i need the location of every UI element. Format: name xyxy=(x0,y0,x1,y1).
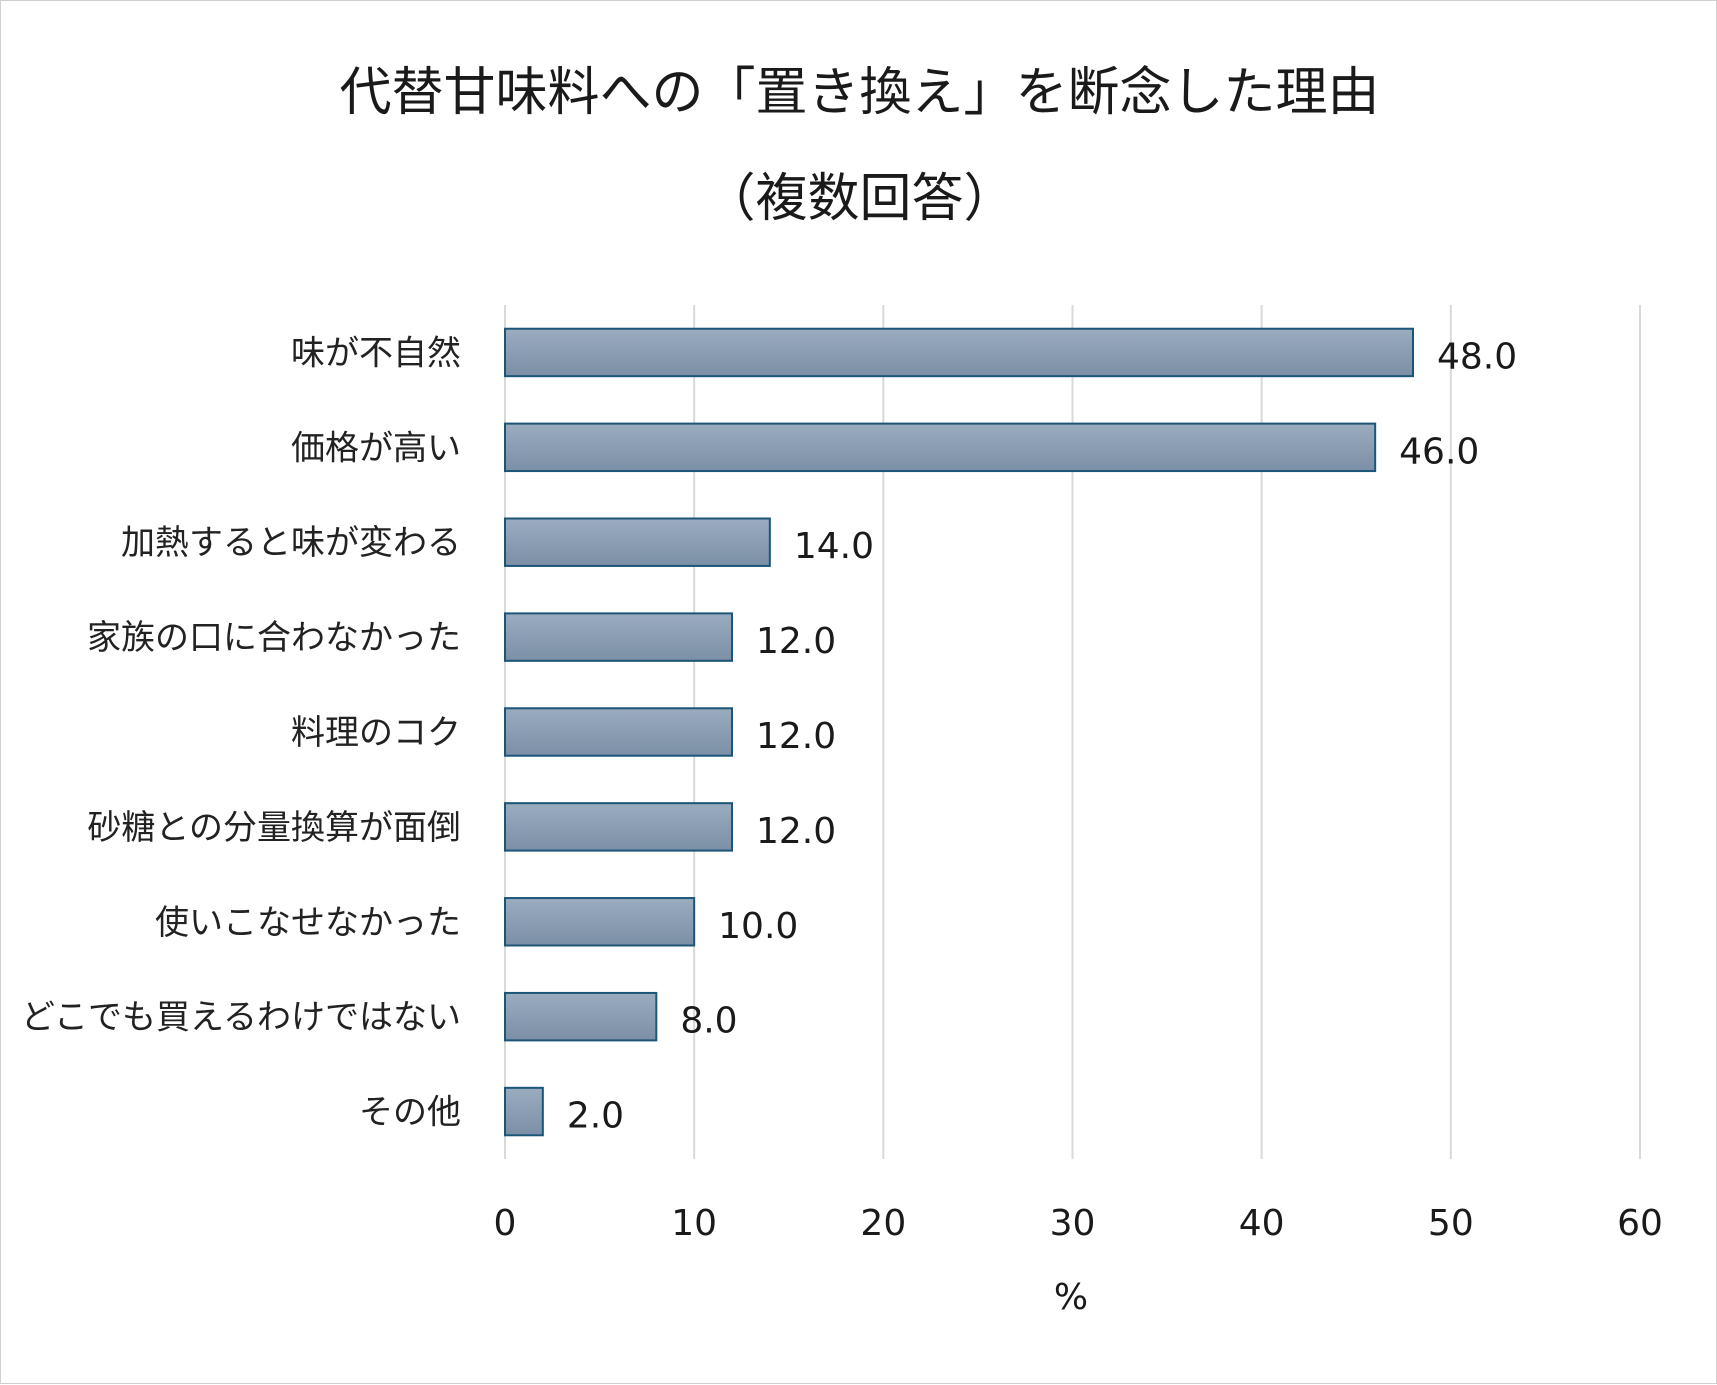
data-label: 10.0 xyxy=(718,906,798,947)
x-tick-label: 10 xyxy=(671,1203,717,1244)
chart-title: 代替甘味料への「置き換え」を断念した理由 xyxy=(339,63,1380,123)
x-tick-label: 30 xyxy=(1050,1203,1096,1244)
bar xyxy=(504,422,1377,473)
data-label: 2.0 xyxy=(567,1096,624,1137)
x-tick-label: 0 xyxy=(494,1203,517,1244)
bars xyxy=(504,327,1414,1137)
data-label: 48.0 xyxy=(1437,336,1517,377)
bar xyxy=(504,517,771,567)
category-label: 価格が高い xyxy=(291,428,461,468)
bar xyxy=(504,991,658,1042)
x-tick-label: 40 xyxy=(1239,1203,1285,1244)
data-label: 14.0 xyxy=(794,526,874,567)
bar xyxy=(504,612,733,662)
value-labels: 48.0 46.0 14.0 12.0 12.0 12.0 10.0 8.0 2.0 xyxy=(567,336,1517,1136)
bar xyxy=(504,802,733,852)
category-label: その他 xyxy=(359,1093,461,1133)
bar xyxy=(504,1086,544,1137)
bar xyxy=(504,327,1414,378)
category-label: 料理のコク xyxy=(291,713,461,753)
x-axis-label: % xyxy=(1054,1277,1088,1318)
bar xyxy=(504,707,733,757)
category-label: どこでも買えるわけではない xyxy=(21,998,461,1038)
category-label: 加熱すると味が変わる xyxy=(121,523,461,563)
data-label: 12.0 xyxy=(756,621,836,662)
data-label: 12.0 xyxy=(756,811,836,852)
x-tick-label: 20 xyxy=(860,1203,906,1244)
data-label: 8.0 xyxy=(680,1001,737,1042)
data-label: 12.0 xyxy=(756,716,836,757)
x-tick-labels: 0 10 20 30 40 50 60 xyxy=(494,1203,1663,1244)
category-label: 味が不自然 xyxy=(291,333,461,373)
category-labels: 味が不自然価格が高い加熱すると味が変わる家族の口に合わなかった料理のコク砂糖との… xyxy=(21,333,461,1132)
x-tick-label: 60 xyxy=(1617,1203,1663,1244)
data-label: 46.0 xyxy=(1399,431,1479,472)
category-label: 家族の口に合わなかった xyxy=(87,618,461,658)
chart-subtitle: （複数回答） xyxy=(703,169,1016,229)
category-label: 使いこなせなかった xyxy=(155,903,461,943)
x-tick-label: 50 xyxy=(1428,1203,1474,1244)
bar xyxy=(504,897,696,947)
category-label: 砂糖との分量換算が面倒 xyxy=(87,808,461,848)
